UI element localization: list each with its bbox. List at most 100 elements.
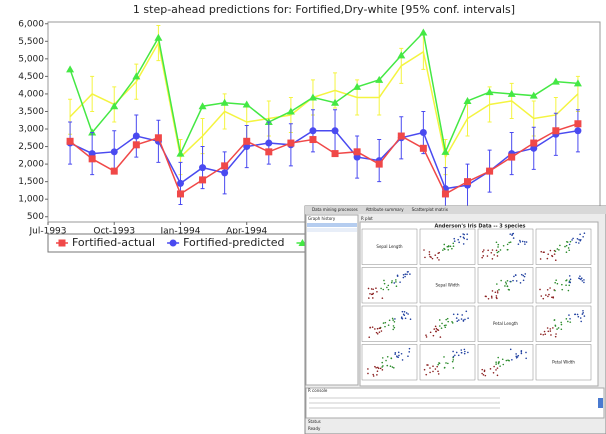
matrix-dot <box>397 351 400 354</box>
matrix-dot <box>445 362 447 364</box>
matrix-dot <box>451 322 454 324</box>
matrix-dot <box>579 239 582 242</box>
matrix-dot <box>525 357 527 360</box>
matrix-dot <box>452 350 454 353</box>
marker <box>176 179 184 187</box>
matrix-dot <box>506 243 509 246</box>
y-tick-label: 1,000 <box>18 195 44 205</box>
matrix-dot <box>520 349 523 352</box>
matrix-dot <box>555 279 557 282</box>
matrix-dot <box>387 284 390 287</box>
matrix-dot <box>381 357 384 359</box>
matrix-dot <box>436 256 439 259</box>
plot-title: Anderson's Iris Data -- 3 species <box>435 224 526 230</box>
matrix-dot <box>580 278 582 281</box>
matrix-dot <box>485 295 487 298</box>
matrix-dot <box>554 324 557 327</box>
matrix-dot <box>544 333 547 335</box>
marker <box>463 96 472 104</box>
matrix-dot <box>432 370 434 373</box>
matrix-dot <box>497 356 499 359</box>
matrix-dot <box>432 334 435 337</box>
matrix-dot <box>443 248 446 251</box>
matrix-dot <box>396 356 398 358</box>
y-tick-label: 5,000 <box>18 54 44 64</box>
matrix-dot <box>511 358 513 361</box>
matrix-dot <box>582 235 584 238</box>
matrix-dot <box>407 270 409 273</box>
matrix-dot <box>495 249 498 252</box>
marker <box>530 144 538 152</box>
matrix-dot <box>545 294 547 296</box>
matrix-dot <box>462 233 464 235</box>
y-tick-label: 3,000 <box>18 125 44 135</box>
matrix-dot <box>554 281 556 284</box>
matrix-dot <box>583 232 586 235</box>
matrix-dot <box>467 317 469 320</box>
matrix-dot <box>379 327 382 330</box>
matrix-dot <box>561 288 564 291</box>
matrix-dot <box>407 355 409 358</box>
matrix-dot <box>459 235 462 238</box>
matrix-dot <box>388 319 391 322</box>
matrix-dot <box>549 330 552 332</box>
matrix-dot <box>384 325 386 328</box>
matrix-dot <box>579 275 581 277</box>
matrix-dot <box>496 251 499 254</box>
matrix-dot <box>369 326 371 329</box>
y-tick-label: 2,500 <box>18 142 44 152</box>
series-line <box>69 30 578 157</box>
matrix-dot <box>512 232 515 235</box>
matrix-dot <box>569 318 571 320</box>
matrix-dot <box>409 318 412 320</box>
matrix-dot <box>370 288 373 290</box>
marker <box>353 148 361 156</box>
marker <box>110 102 119 110</box>
matrix-dot <box>502 244 505 247</box>
matrix-dot <box>381 297 384 299</box>
matrix-dot <box>399 281 401 283</box>
matrix-dot <box>549 328 552 330</box>
matrix-dot <box>404 317 407 320</box>
matrix-dot <box>509 280 512 283</box>
matrix-dot <box>512 279 514 282</box>
matrix-dot <box>487 249 489 252</box>
marker <box>110 148 118 156</box>
matrix-dot <box>436 328 439 331</box>
matrix-dot <box>519 239 521 242</box>
matrix-dot <box>395 281 397 283</box>
matrix-dot <box>390 281 393 284</box>
matrix-dot <box>403 311 406 313</box>
matrix-dot <box>390 357 393 359</box>
marker <box>397 132 405 140</box>
marker <box>551 77 560 85</box>
matrix-dot <box>542 251 545 254</box>
matrix-cell <box>419 267 476 304</box>
matrix-dot <box>400 352 403 355</box>
marker <box>88 155 96 163</box>
matrix-dot <box>443 366 446 369</box>
marker <box>419 28 428 36</box>
history-item <box>307 228 357 232</box>
x-tick-label: Jul-1993 <box>28 227 66 237</box>
matrix-dot <box>540 333 542 336</box>
matrix-cell <box>361 344 418 381</box>
matrix-dot <box>381 361 384 364</box>
matrix-dot <box>509 241 512 243</box>
matrix-dot <box>461 314 463 316</box>
x-tick-label: Apr-1994 <box>226 227 267 237</box>
matrix-dot <box>561 283 563 286</box>
matrix-dot <box>408 351 411 353</box>
matrix-dot <box>466 233 469 235</box>
matrix-dot <box>460 318 463 320</box>
matrix-dot <box>484 374 487 377</box>
matrix-dot <box>387 324 390 326</box>
matrix-dot <box>379 367 382 370</box>
matrix-dot <box>575 241 577 244</box>
variable-label: Sepal Width <box>436 282 460 287</box>
matrix-dot <box>457 354 460 357</box>
matrix-cell <box>477 267 534 304</box>
matrix-dot <box>546 288 549 291</box>
matrix-dot <box>454 354 456 357</box>
matrix-dot <box>463 237 465 240</box>
